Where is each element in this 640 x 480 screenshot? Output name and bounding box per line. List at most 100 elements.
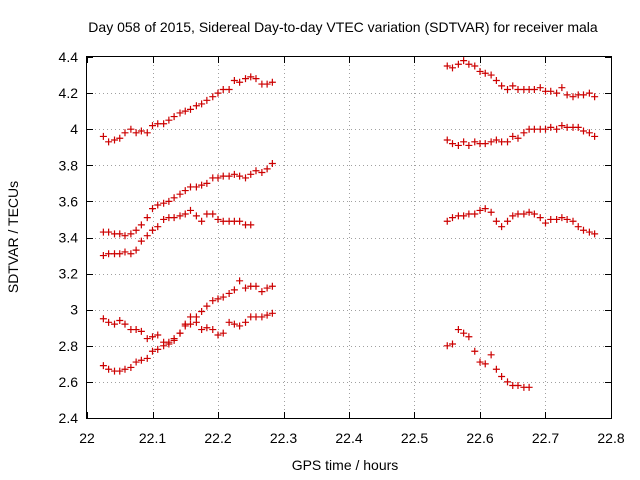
data-point [492,217,500,225]
data-point [105,318,113,326]
data-point [143,214,151,222]
data-point [460,212,468,220]
data-point [504,138,512,146]
data-point [252,75,260,83]
data-point [520,129,528,137]
data-point [236,217,244,225]
data-point [198,308,206,316]
data-point [121,320,129,328]
data-point [268,282,276,290]
data-point [116,250,124,258]
data-point [563,123,571,131]
data-point [137,327,145,335]
data-point [454,141,462,149]
data-point [585,228,593,236]
data-point [242,174,250,182]
y-tick-label: 3.2 [59,266,79,282]
data-point [99,252,107,260]
data-point [137,237,145,245]
data-point [471,210,479,218]
data-point [99,315,107,323]
data-point [242,75,250,83]
data-point [132,129,140,137]
data-point [192,212,200,220]
data-point [547,215,555,223]
data-point [230,76,238,84]
data-point [236,172,244,180]
data-point [476,358,484,366]
data-point [569,217,577,225]
data-point [214,174,222,182]
data-point [492,365,500,373]
data-point [553,89,561,97]
x-tick-label: 22.6 [466,430,493,446]
data-point [127,230,135,238]
data-point [476,206,484,214]
data-point [170,214,178,222]
satellite-track-6 [443,57,599,101]
x-tick-label: 22.4 [335,430,362,446]
data-point [170,335,178,343]
data-point [160,342,168,350]
data-point [132,226,140,234]
data-point [186,183,194,191]
data-point [454,60,462,68]
data-point [149,347,156,355]
data-point [105,250,113,258]
data-point [263,311,271,319]
data-point [579,127,587,135]
data-point [143,129,151,137]
data-point [591,230,599,238]
data-point [121,365,129,373]
data-point [460,138,468,146]
data-point [214,295,222,303]
data-point [149,226,156,234]
data-point [121,232,129,240]
data-point [460,329,468,337]
data-point [492,76,500,84]
data-point [116,317,124,325]
data-point [132,246,140,254]
data-point [585,89,593,97]
data-point [585,129,593,137]
data-point [454,326,462,334]
data-point [471,138,479,146]
data-point [105,365,113,373]
data-point [186,313,194,321]
data-point [143,354,151,362]
data-point [176,190,184,198]
data-point [487,208,495,216]
data-point [553,215,561,223]
data-point [160,199,168,207]
data-point [579,226,587,234]
data-point [203,179,211,187]
data-point [492,136,500,144]
y-axis-title: SDTVAR / TECUs [5,181,21,293]
y-tick-label: 4 [70,121,78,137]
data-point [242,318,250,326]
data-point [225,318,233,326]
data-point [236,277,244,285]
data-point [448,64,456,72]
data-point [481,140,489,148]
satellite-track-7 [443,122,599,149]
grid-lines [87,57,611,418]
data-point [105,228,113,236]
data-points [99,57,599,391]
satellite-track-5 [99,277,276,375]
data-point [509,212,517,220]
data-point [137,127,145,135]
data-point [99,362,107,370]
data-point [236,78,244,86]
data-point [476,67,484,75]
x-tick-labels: 22 22.1 22.2 22.3 22.4 22.5 22.6 22.7 22.8 [79,430,625,446]
y-tick-label: 2.8 [59,338,79,354]
data-point [542,125,549,133]
data-point [530,125,538,133]
data-point [127,125,135,133]
data-point [525,208,533,216]
data-point [143,335,151,343]
data-point [198,181,206,189]
data-point [471,347,479,355]
